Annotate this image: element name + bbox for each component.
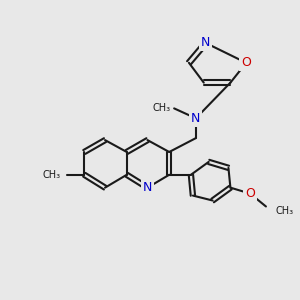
Text: CH₃: CH₃ xyxy=(276,206,294,216)
Text: O: O xyxy=(241,56,251,69)
Text: N: N xyxy=(143,181,152,194)
Text: CH₃: CH₃ xyxy=(43,170,61,180)
Text: N: N xyxy=(201,37,210,50)
Text: N: N xyxy=(191,112,200,125)
Text: O: O xyxy=(245,187,255,200)
Text: CH₃: CH₃ xyxy=(152,103,170,113)
